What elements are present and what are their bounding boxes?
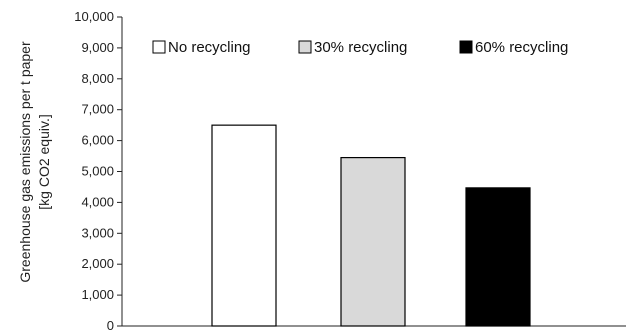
- legend: No recycling 30% recycling 60% recycling: [152, 39, 568, 56]
- bar-1: [211, 124, 277, 327]
- legend-label-2: 30% recycling: [314, 39, 407, 56]
- y-axis-label-line2: [kg CO2 equiv.]: [36, 114, 52, 209]
- y-tick-label: 7,000: [81, 102, 114, 117]
- y-tick-label: 0: [107, 318, 114, 331]
- bar-2: [340, 156, 406, 327]
- legend-label-1: No recycling: [168, 39, 251, 56]
- y-axis-ticks: 0 1,000 2,000 3,000 4,000 5,000 6,000 7,000 8,00…: [74, 9, 122, 331]
- y-tick-label: 8,000: [81, 71, 114, 86]
- bars-group: [211, 124, 531, 327]
- y-tick-label: 6,000: [81, 133, 114, 148]
- y-axis-label: Greenhouse gas emissions per t paper [kg…: [17, 41, 52, 283]
- legend-swatch-2: [298, 40, 312, 54]
- y-tick-label: 9,000: [81, 40, 114, 55]
- y-axis-label-line1: Greenhouse gas emissions per t paper: [17, 41, 33, 283]
- legend-label-3: 60% recycling: [475, 39, 568, 56]
- legend-swatch-1: [152, 40, 166, 54]
- bar-3: [465, 187, 531, 327]
- y-tick-label: 10,000: [74, 9, 114, 24]
- y-tick-label: 2,000: [81, 256, 114, 271]
- y-tick-label: 1,000: [81, 287, 114, 302]
- y-tick-label: 3,000: [81, 225, 114, 240]
- y-tick-label: 4,000: [81, 194, 114, 209]
- y-tick-label: 5,000: [81, 164, 114, 179]
- legend-swatch-3: [459, 40, 473, 54]
